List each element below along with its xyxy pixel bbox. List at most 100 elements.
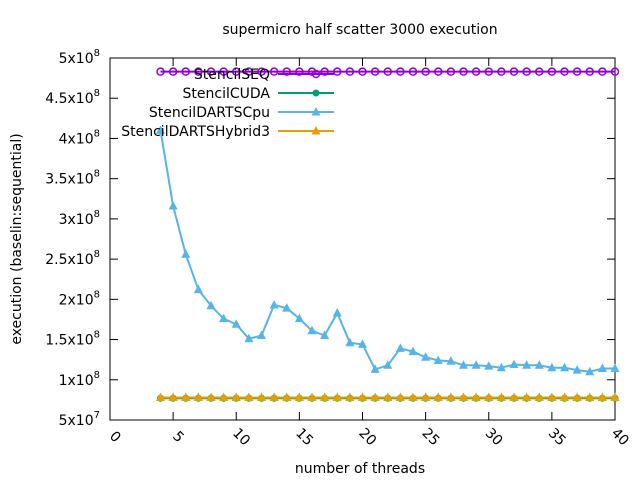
data-point bbox=[181, 249, 191, 258]
data-point bbox=[459, 392, 468, 401]
data-point bbox=[294, 313, 304, 323]
data-point bbox=[522, 360, 532, 369]
data-point bbox=[484, 67, 493, 76]
x-tick-label: 40 bbox=[608, 425, 632, 449]
data-point bbox=[446, 356, 456, 365]
data-point bbox=[231, 319, 241, 328]
data-point bbox=[370, 392, 380, 401]
data-point bbox=[345, 392, 355, 401]
data-point bbox=[168, 67, 178, 76]
y-tick-label: 2x108 bbox=[59, 289, 100, 308]
data-point bbox=[383, 67, 392, 76]
data-point bbox=[332, 308, 342, 317]
data-point bbox=[421, 67, 430, 76]
data-point bbox=[484, 392, 494, 401]
data-point bbox=[231, 392, 241, 401]
data-point bbox=[509, 67, 519, 76]
data-point bbox=[446, 67, 456, 76]
data-point bbox=[358, 67, 367, 76]
data-point bbox=[320, 67, 329, 76]
data-point bbox=[282, 392, 292, 401]
data-point bbox=[320, 330, 330, 340]
data-point bbox=[370, 364, 380, 373]
data-point bbox=[610, 363, 620, 373]
data-point bbox=[269, 67, 279, 76]
data-point bbox=[597, 392, 607, 401]
data-point bbox=[459, 67, 468, 76]
data-point bbox=[408, 346, 418, 356]
data-point bbox=[496, 362, 506, 372]
data-point bbox=[471, 67, 481, 76]
data-point bbox=[585, 366, 595, 376]
data-point bbox=[244, 392, 254, 401]
series-StencilDARTSHybrid3 bbox=[156, 392, 620, 401]
x-tick-label: 25 bbox=[418, 425, 442, 449]
data-point bbox=[307, 325, 317, 335]
data-point bbox=[598, 67, 607, 76]
data-point bbox=[156, 67, 165, 76]
y-axis-ticks: 5x107 1x108 1.5x108 2x108 2.5x108 3x108 3.5x10… bbox=[45, 48, 615, 429]
data-point bbox=[535, 67, 544, 76]
x-tick-label: 15 bbox=[292, 425, 316, 449]
data-point bbox=[295, 67, 304, 76]
legend: StencilSEQ StencilCUDA StencilDARTSCpu Sten… bbox=[121, 67, 334, 140]
data-point bbox=[358, 339, 367, 348]
data-point bbox=[345, 337, 355, 347]
y-axis-label: execution (baselin:sequential) bbox=[9, 133, 25, 344]
data-point bbox=[572, 67, 582, 76]
data-point bbox=[585, 67, 594, 76]
data-point bbox=[446, 392, 456, 401]
series-line bbox=[159, 130, 615, 373]
data-point bbox=[269, 392, 279, 401]
y-tick-label: 5x108 bbox=[59, 48, 100, 67]
y-tick-label: 3.5x108 bbox=[45, 169, 100, 188]
data-point bbox=[193, 284, 203, 294]
data-point bbox=[383, 360, 393, 369]
data-point bbox=[320, 392, 330, 401]
data-point bbox=[534, 392, 544, 401]
data-point bbox=[560, 67, 569, 76]
data-point bbox=[396, 67, 405, 76]
data-point bbox=[471, 392, 481, 401]
data-point bbox=[206, 67, 216, 76]
legend-swatch-marker bbox=[311, 107, 321, 116]
data-point bbox=[522, 67, 531, 76]
data-point bbox=[193, 392, 203, 401]
data-point bbox=[345, 67, 355, 76]
data-point bbox=[395, 343, 405, 352]
data-point bbox=[496, 392, 506, 401]
x-tick-label: 30 bbox=[482, 425, 506, 449]
data-point bbox=[497, 67, 506, 76]
data-point bbox=[610, 392, 620, 401]
y-tick-label: 2.5x108 bbox=[45, 249, 100, 268]
data-point bbox=[219, 67, 228, 76]
data-point bbox=[181, 67, 190, 76]
data-point bbox=[156, 125, 165, 134]
data-point bbox=[471, 360, 481, 369]
y-tick-label: 1x108 bbox=[59, 370, 100, 389]
data-point bbox=[257, 330, 266, 340]
data-point bbox=[433, 355, 443, 364]
data-point bbox=[547, 392, 557, 401]
series-StencilDARTSCpu bbox=[156, 125, 620, 376]
x-tick-label: 35 bbox=[545, 425, 569, 449]
y-tick-label: 4.5x108 bbox=[45, 88, 100, 107]
data-point bbox=[257, 392, 266, 401]
data-point bbox=[206, 300, 216, 310]
data-point bbox=[370, 67, 380, 76]
data-point bbox=[484, 361, 494, 370]
data-point bbox=[168, 201, 178, 210]
x-tick-label: 10 bbox=[229, 425, 253, 449]
legend-label: StencilCUDA bbox=[183, 86, 271, 102]
legend-label: StencilDARTSCpu bbox=[149, 105, 270, 121]
y-tick-label: 5x107 bbox=[59, 410, 100, 429]
data-point bbox=[269, 299, 279, 309]
data-point bbox=[408, 392, 418, 401]
series-layer bbox=[156, 67, 620, 402]
legend-swatch-marker bbox=[311, 69, 321, 79]
data-point bbox=[333, 67, 342, 76]
x-tick-label: 20 bbox=[355, 425, 379, 449]
data-point bbox=[421, 392, 431, 401]
data-point bbox=[560, 392, 569, 401]
